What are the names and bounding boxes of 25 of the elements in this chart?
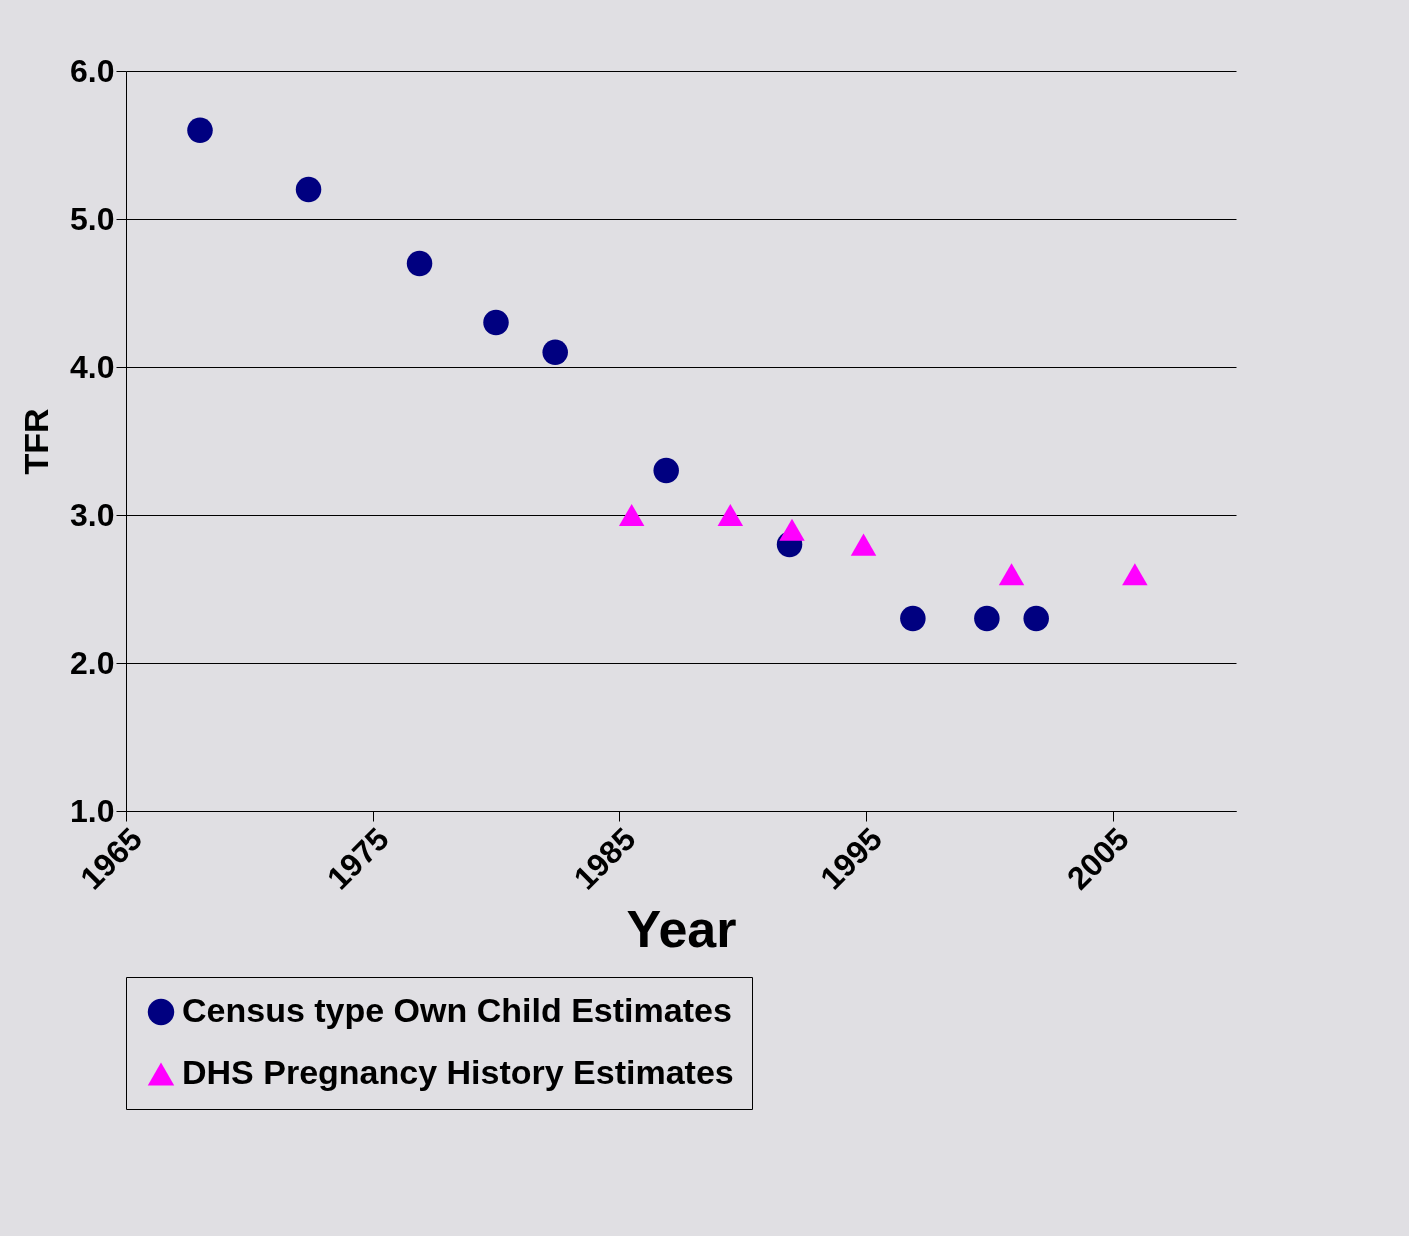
y-tick-label: 4.0: [70, 348, 115, 385]
legend-label: Census type Own Child Estimates: [182, 991, 732, 1029]
point: [779, 518, 805, 541]
point: [974, 605, 1000, 632]
x-axis-title: Year: [626, 899, 737, 958]
y-tick-label: 5.0: [70, 200, 115, 237]
point: [483, 309, 509, 336]
legend-label: DHS Pregnancy History Estimates: [182, 1053, 734, 1091]
point: [900, 605, 926, 632]
point: [187, 117, 213, 143]
y-tick-label: 3.0: [70, 496, 115, 533]
point: [406, 250, 433, 277]
y-tick-label: 1.0: [70, 792, 115, 829]
point: [998, 563, 1025, 586]
point: [717, 503, 744, 527]
point: [1023, 605, 1049, 632]
point: [295, 176, 322, 203]
y-tick-label: 2.0: [70, 644, 115, 681]
point: [542, 339, 568, 365]
y-tick-label: 6.0: [70, 52, 115, 89]
point: [1122, 563, 1148, 586]
y-axis-title: TFR: [17, 408, 56, 475]
point: [850, 533, 877, 556]
point: [618, 503, 645, 527]
point: [653, 457, 679, 484]
